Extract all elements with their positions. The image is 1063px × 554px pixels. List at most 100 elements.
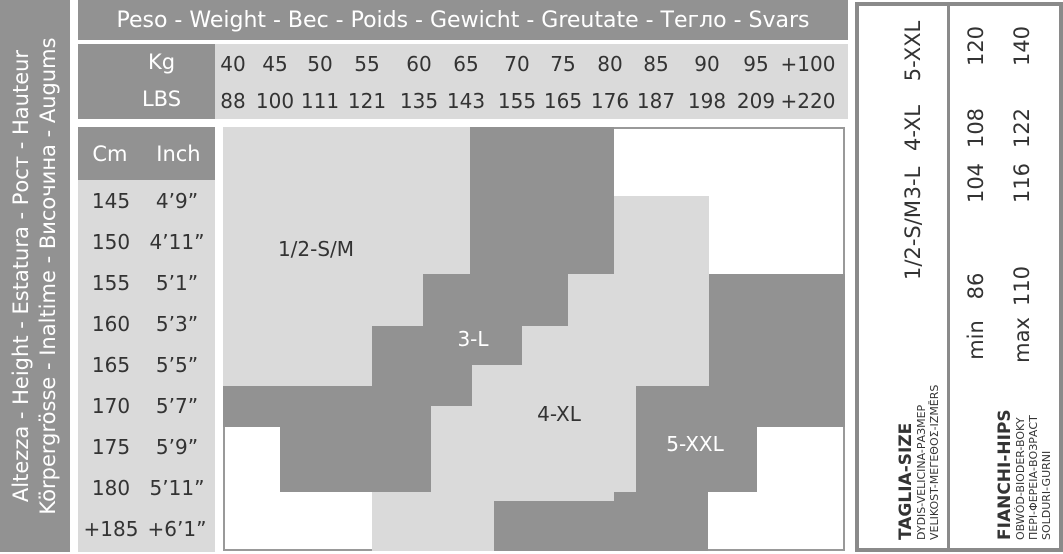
- grid-cell-region: [423, 274, 568, 331]
- weight-values: 40 45 50 55 60 65 70 75 80 85 90 95 +100 88 100 111 121…: [215, 44, 848, 119]
- height-cm: 175: [91, 434, 131, 459]
- hips-max-value: 116: [1010, 162, 1034, 204]
- height-inch: 5’11”: [149, 475, 205, 500]
- height-cm: 165: [91, 352, 131, 377]
- kg-value: 50: [307, 52, 333, 76]
- lbs-value: 187: [636, 89, 676, 113]
- kg-value: 75: [550, 52, 576, 76]
- height-list: 145 4’9” 150 4’11” 155 5’1” 160 5’3” 165 5’5” 170 5…: [78, 180, 215, 552]
- grid-cell-region: [223, 331, 372, 386]
- height-inch: 5’9”: [155, 434, 199, 459]
- hips-min-value: 120: [964, 25, 988, 67]
- hips-max-value: 110: [1010, 265, 1034, 307]
- grid-cell-region: [280, 427, 431, 492]
- height-inch: 4’9”: [155, 188, 199, 213]
- height-label-line-2: Körpergrösse - Inaltime - Височина - Aug…: [36, 37, 60, 515]
- hips-header: FIANCHI-HIPS OBWÓD-BIODER-BOKY ΠΕΡΙ-ΦΕΡΕ…: [995, 409, 1053, 540]
- size-label: 5-XXL: [901, 20, 925, 82]
- grid-cell-region: [472, 365, 709, 386]
- hips-sub-2: ΠΕΡΙ-ΦΕΡΕΙΑ-ВОЗРАСТ: [1027, 415, 1040, 540]
- size-header: TAGLIA-SIZE DYDIS-VELICINA-РАЗМЕР VELIKO…: [896, 384, 941, 540]
- size-label: 4-XL: [901, 105, 925, 151]
- height-cm: 170: [91, 393, 131, 418]
- height-cm: 145: [91, 188, 131, 213]
- lbs-label: LBS: [141, 87, 182, 111]
- height-row: 180 5’11”: [78, 467, 215, 508]
- lbs-value: 143: [446, 89, 486, 113]
- lbs-value: 198: [687, 89, 727, 113]
- lbs-value: 121: [347, 89, 387, 113]
- size-label: 3-L: [901, 166, 925, 200]
- grid-cell-region: [614, 492, 708, 551]
- lbs-value: +220: [780, 89, 836, 113]
- height-header: Cm Inch: [78, 127, 215, 180]
- height-row: 150 4’11”: [78, 221, 215, 262]
- grid-cell-region: [223, 406, 431, 427]
- kg-value: 95: [743, 52, 769, 76]
- kg-label: Kg: [147, 50, 176, 74]
- lbs-value: 100: [255, 89, 295, 113]
- kg-value: 70: [504, 52, 530, 76]
- height-label-line-1: Altezza - Height - Estatura - Рост - Hau…: [9, 49, 33, 503]
- height-cm: 150: [91, 229, 131, 254]
- height-cm: 160: [91, 311, 131, 336]
- height-inch: +6’1”: [147, 516, 207, 541]
- height-inch: 4’11”: [149, 229, 205, 254]
- size-region-label: 3-L: [457, 327, 489, 351]
- hips-row: FIANCHI-HIPS OBWÓD-BIODER-BOKY ΠΕΡΙ-ΦΕΡΕ…: [950, 6, 1059, 548]
- grid-cell-region: [522, 326, 709, 365]
- size-sub-1: DYDIS-VELICINA-РАЗМЕР: [915, 404, 928, 540]
- cm-header: Cm: [92, 141, 128, 166]
- lbs-value: 111: [300, 89, 340, 113]
- lbs-value: 135: [399, 89, 439, 113]
- grid-cell-region: [372, 326, 522, 365]
- grid-cell-region: [568, 274, 709, 326]
- height-row: 160 5’3”: [78, 303, 215, 344]
- grid-cell-region: [494, 501, 614, 551]
- size-hips-table: TAGLIA-SIZE DYDIS-VELICINA-РАЗМЕР VELIKO…: [855, 2, 1063, 552]
- grid-cell-region: [372, 365, 472, 386]
- grid-cell-region: [614, 196, 709, 274]
- hips-min-value: 104: [964, 162, 988, 204]
- size-grid: 1/2-S/M 3-L 4-XL 5-XXL: [223, 127, 845, 551]
- height-inch: 5’1”: [155, 270, 199, 295]
- height-row: 170 5’7”: [78, 385, 215, 426]
- height-row: 145 4’9”: [78, 180, 215, 221]
- height-row: 175 5’9”: [78, 426, 215, 467]
- kg-value: 45: [262, 52, 288, 76]
- grid-cell-region: [636, 386, 845, 427]
- hips-sub-3: SOLDURI-GURNI: [1040, 450, 1053, 540]
- grid-cell-region: [223, 127, 470, 274]
- grid-cell-region: [470, 127, 614, 274]
- grid-cell-region: [223, 386, 472, 406]
- height-inch: 5’3”: [155, 311, 199, 336]
- hips-title: FIANCHI-HIPS: [995, 409, 1015, 540]
- kg-value: 55: [354, 52, 380, 76]
- hips-min-value: 108: [964, 107, 988, 149]
- hips-max-value: 122: [1010, 107, 1034, 149]
- kg-value: 65: [453, 52, 479, 76]
- grid-cell-region: [472, 386, 636, 406]
- lbs-value: 155: [497, 89, 537, 113]
- height-row: 155 5’1”: [78, 262, 215, 303]
- kg-row: 40 45 50 55 60 65 70 75 80 85 90 95 +100: [215, 44, 848, 81]
- inch-header: Inch: [156, 141, 201, 166]
- size-region-label: 1/2-S/M: [277, 237, 355, 261]
- lbs-row: 88 100 111 121 135 143 155 165 176 187 198 209 +220: [215, 81, 848, 118]
- lbs-value: 165: [543, 89, 583, 113]
- size-row: TAGLIA-SIZE DYDIS-VELICINA-РАЗМЕР VELIKO…: [859, 6, 950, 548]
- size-label: 1/2-S/M: [901, 200, 925, 280]
- kg-value: 60: [406, 52, 432, 76]
- kg-value: 40: [220, 52, 246, 76]
- kg-value: 80: [597, 52, 623, 76]
- height-cm: +185: [83, 516, 139, 541]
- hips-max-value: 140: [1010, 25, 1034, 67]
- height-inch: 5’7”: [155, 393, 199, 418]
- lbs-value: 88: [220, 89, 246, 113]
- min-label: min: [964, 320, 988, 360]
- size-sub-2: VELIKOST-ΜΕΓΕΘΟΣ-IZMĒRS: [928, 384, 941, 540]
- size-title: TAGLIA-SIZE: [896, 422, 916, 540]
- hips-min-value: 86: [964, 272, 988, 300]
- height-cm: 180: [91, 475, 131, 500]
